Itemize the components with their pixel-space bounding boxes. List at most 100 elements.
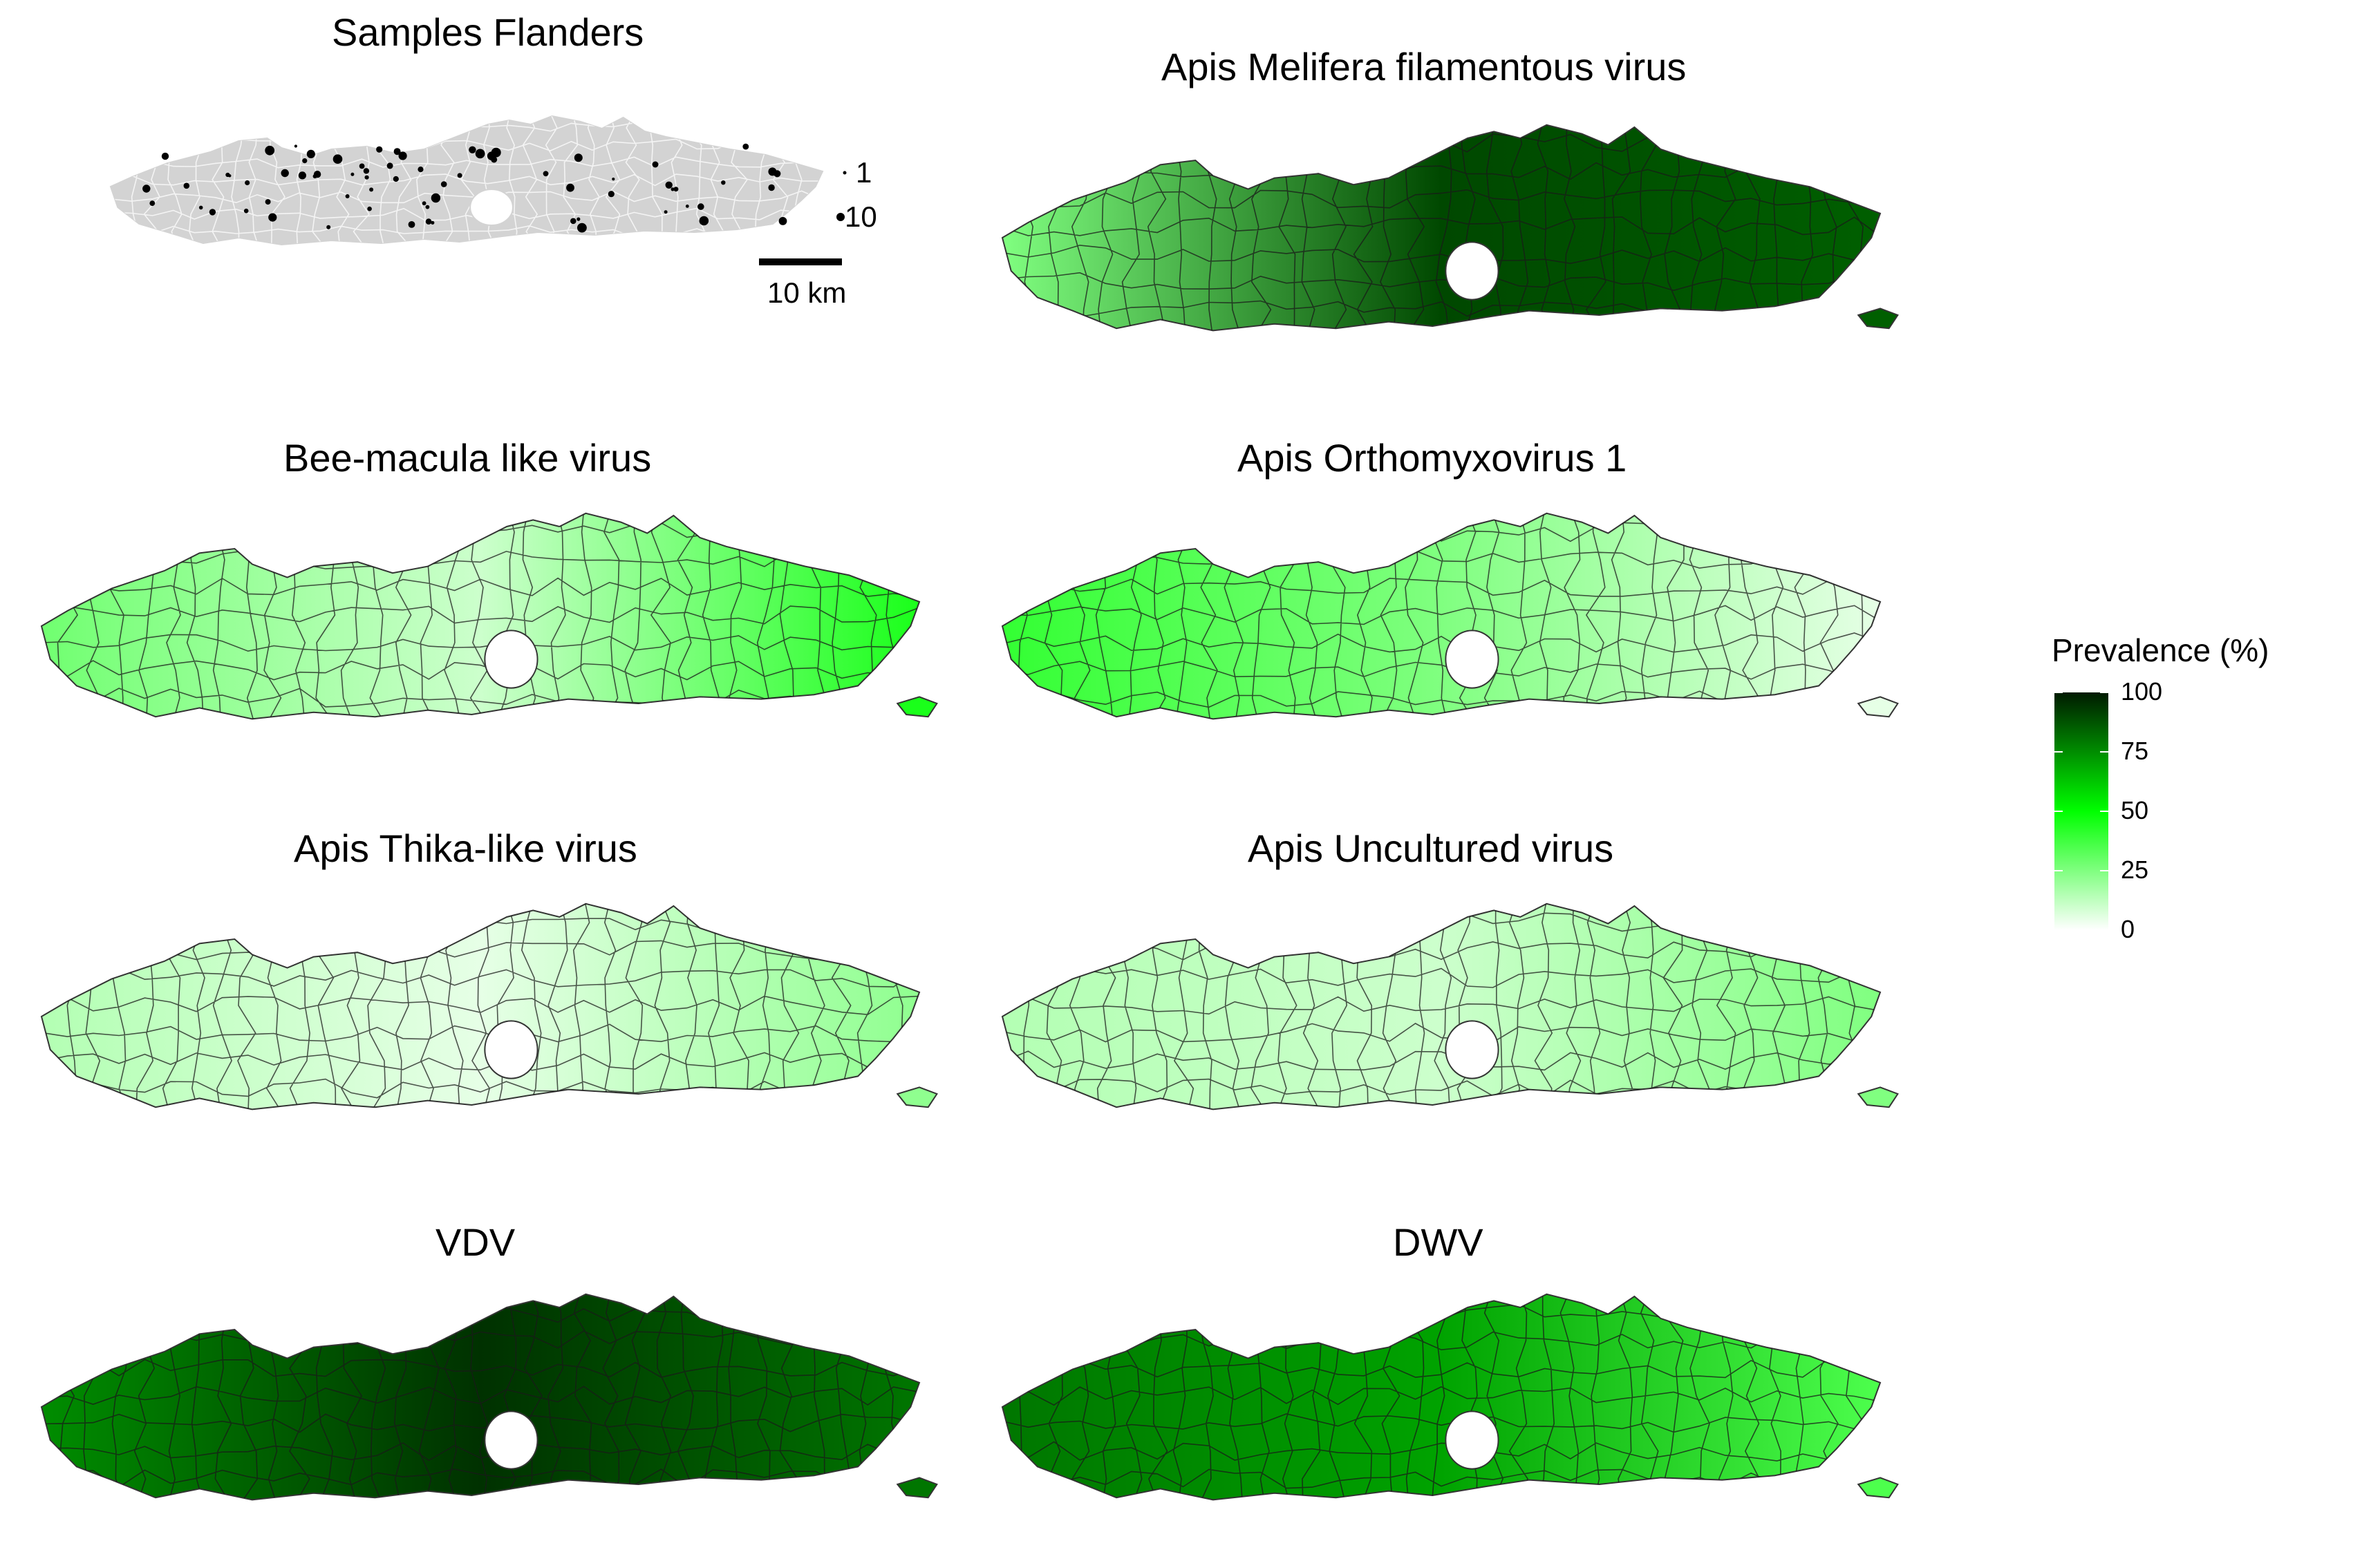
panel-title-aov1: Apis Orthomyxovirus 1 <box>1237 436 1627 480</box>
sample-point <box>363 168 370 174</box>
region-fill <box>40 512 921 720</box>
sample-point <box>298 171 306 180</box>
municipality-borders <box>1002 903 1880 1110</box>
sample-point <box>268 213 277 222</box>
legend-tick-0: 0 <box>2121 915 2135 943</box>
legend-tick-25: 25 <box>2121 856 2149 884</box>
sample-point <box>198 205 203 210</box>
panel-title-atlv: Apis Thika-like virus <box>294 826 637 870</box>
sample-point <box>425 218 432 225</box>
exclave <box>896 696 938 718</box>
region-fill <box>109 115 824 246</box>
panel-title-dwv: DWV <box>1393 1220 1483 1264</box>
municipality-borders <box>41 903 919 1110</box>
brussels-hole <box>484 1020 538 1079</box>
sample-point <box>577 223 587 233</box>
sample-point <box>350 172 355 176</box>
legend-tick-100: 100 <box>2121 677 2163 706</box>
panel-title-vdv: VDV <box>435 1220 516 1264</box>
sample-point <box>778 217 787 225</box>
region-fill <box>1001 1293 1882 1501</box>
region-fill <box>40 902 921 1110</box>
sample-point <box>608 191 615 198</box>
panel-title-amfv: Apis Melifera filamentous virus <box>1161 45 1687 88</box>
sample-point <box>183 182 190 189</box>
prevalence-map-5 <box>1001 902 1899 1110</box>
sample-point <box>265 199 271 205</box>
municipality-borders <box>111 116 823 245</box>
sample-point <box>345 194 350 198</box>
sample-point <box>359 163 365 169</box>
sample-point <box>577 217 581 221</box>
sample-point <box>721 180 726 185</box>
sample-point <box>326 225 331 229</box>
brussels-hole <box>1445 1020 1499 1079</box>
sample-point <box>265 145 275 155</box>
legend-title: Prevalence (%) <box>2052 632 2269 668</box>
legend-colorbar <box>2054 692 2108 930</box>
brussels-hole <box>469 189 514 226</box>
sample-point <box>302 158 308 164</box>
sample-point <box>393 176 399 182</box>
sample-point <box>543 171 549 177</box>
sample-point <box>671 187 675 191</box>
sample-point <box>475 149 485 159</box>
sample-point <box>570 218 577 225</box>
brussels-hole <box>484 630 538 689</box>
sample-point <box>245 180 250 186</box>
sample-point <box>665 181 673 189</box>
brussels-hole <box>484 1410 538 1470</box>
sample-point <box>398 151 407 160</box>
scale-bar <box>759 258 842 265</box>
size-legend-dot-1 <box>843 171 847 175</box>
brussels-hole <box>1445 241 1499 301</box>
prevalence-map-7 <box>1001 1293 1899 1501</box>
municipality-borders <box>1002 513 1880 719</box>
exclave <box>1857 308 1899 330</box>
sample-point <box>699 216 709 226</box>
sample-point <box>364 175 369 180</box>
sample-point <box>369 187 374 192</box>
prevalence-map-2 <box>40 512 938 720</box>
sample-point <box>281 169 289 178</box>
sample-point <box>469 146 476 153</box>
sample-point <box>652 161 659 168</box>
sample-point <box>367 206 372 211</box>
samples-title: Samples Flanders <box>332 10 644 54</box>
panel-title-auv: Apis Uncultured virus <box>1248 826 1614 870</box>
sample-point <box>491 147 501 158</box>
region-fill <box>1001 512 1882 720</box>
sample-point <box>566 183 574 192</box>
sample-point <box>612 178 615 181</box>
sample-point <box>768 184 775 191</box>
sample-point <box>431 220 435 225</box>
sample-point <box>673 187 679 192</box>
brussels-hole <box>1445 1410 1499 1470</box>
sample-point <box>386 162 393 169</box>
sample-point <box>228 174 232 178</box>
sample-point <box>209 209 216 216</box>
municipality-borders <box>41 513 919 719</box>
sample-point <box>418 167 424 173</box>
sample-point <box>332 154 343 164</box>
sample-point <box>142 185 151 193</box>
sample-point <box>408 221 415 228</box>
prevalence-map-4 <box>40 902 938 1110</box>
brussels-hole <box>1445 630 1499 689</box>
panel-title-bmlv: Bee-macula like virus <box>283 436 652 480</box>
sample-point <box>376 146 383 153</box>
exclave <box>896 1477 938 1499</box>
size-legend-1: 1 <box>856 156 872 189</box>
exclave <box>896 1086 938 1108</box>
size-legend-dot-10 <box>836 213 845 221</box>
samples-map <box>109 115 824 246</box>
sample-point <box>294 144 297 148</box>
exclave <box>1857 1086 1899 1108</box>
size-legend-10: 10 <box>845 200 877 233</box>
sample-point <box>431 193 441 203</box>
legend-tick-75: 75 <box>2121 737 2149 765</box>
sample-point <box>425 205 430 209</box>
sample-point <box>685 205 689 208</box>
prevalence-map-6 <box>40 1293 938 1501</box>
